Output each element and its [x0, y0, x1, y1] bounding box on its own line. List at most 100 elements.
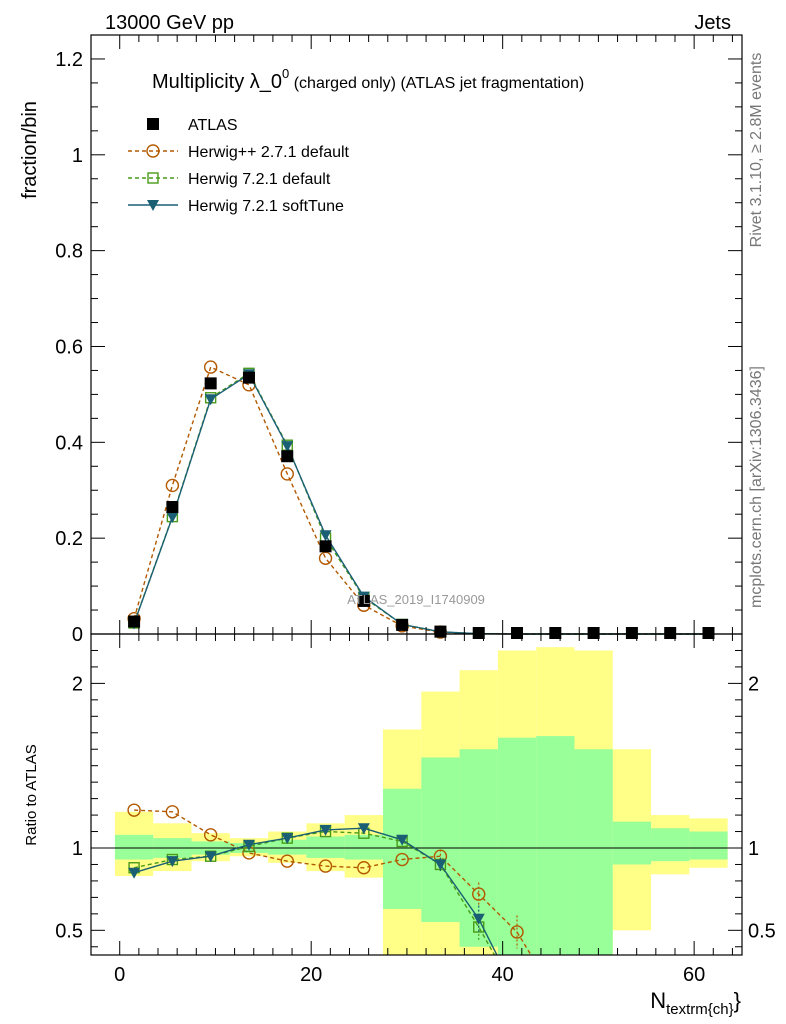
ratio-band-stat [536, 736, 575, 955]
ratio-y-tick-label: 1 [72, 838, 83, 860]
main-data-point [664, 627, 677, 639]
main-data-point [204, 377, 217, 390]
main-data-point [166, 512, 179, 524]
ratio-y-tick-label-right: 0.5 [748, 920, 776, 942]
main-y-tick-label: 1 [72, 145, 83, 167]
ratio-data-point [395, 852, 409, 867]
legend-marker [147, 172, 159, 184]
x-tick-label: 20 [300, 964, 322, 986]
ratio-y-tick-label: 2 [72, 673, 83, 695]
legend-item-herwig-7-2-1-default: Herwig 7.2.1 default [128, 171, 331, 188]
x-axis-title-sub: textrm{ch} [666, 1001, 734, 1018]
x-axis-title-main: N [650, 988, 666, 1013]
side-label-bottom: mcplots.cern.ch [arXiv:1306.3436] [748, 366, 765, 608]
x-axis-title-close: } [734, 988, 741, 1013]
ratio-panel-series [127, 803, 532, 955]
ratio-band-stat [344, 834, 383, 860]
legend-item-atlas: ATLAS [147, 117, 238, 134]
legend-item-herwig-7-2-1-softtune: Herwig 7.2.1 softTune [128, 198, 344, 215]
x-axis-title: Ntextrm{ch}} [650, 988, 741, 1018]
ratio-y-tick-label: 0.5 [55, 920, 83, 942]
ratio-data-point [396, 834, 409, 846]
ratio-data-point [434, 859, 447, 871]
main-y-tick-label: 0.4 [55, 432, 83, 454]
legend-item-herwig-2-7-1-default: Herwig++ 2.7.1 default [128, 144, 350, 161]
main-data-point [396, 618, 409, 631]
ratio-series-herwig-7-2-1-softtune [128, 823, 498, 955]
ratio-data-point [166, 856, 179, 868]
main-y-tick-label: 0.2 [55, 528, 83, 550]
main-data-point [587, 627, 600, 639]
main-data-point [165, 478, 180, 493]
ratio-data-point [242, 839, 255, 851]
ratio-ylabel: Ratio to ATLAS [23, 744, 40, 845]
main-data-point [203, 360, 218, 374]
ratio-data-point [510, 925, 524, 939]
ratio-data-point [472, 913, 485, 925]
legend-marker [146, 144, 160, 158]
ratio-band-stat [421, 757, 460, 923]
legend-marker [147, 200, 159, 211]
main-data-point [166, 501, 179, 514]
main-y-tick-label: 1.2 [55, 49, 83, 71]
main-data-point [319, 530, 332, 542]
ratio-panel-frame [90, 633, 743, 956]
main-data-point [511, 627, 524, 639]
legend-label: Herwig 7.2.1 softTune [188, 198, 344, 215]
ratio-y-tick-label-right: 2 [748, 673, 759, 695]
ratio-band-stat [268, 839, 307, 855]
main-data-point [281, 450, 294, 463]
main-data-point [281, 441, 294, 453]
main-series-atlas [128, 371, 715, 639]
main-data-point [549, 627, 562, 639]
ratio-panel-bands [114, 647, 728, 955]
x-tick-label: 40 [492, 964, 514, 986]
main-ylabel: fraction/bin [19, 101, 41, 199]
legend-label: ATLAS [188, 117, 238, 134]
main-data-point [242, 371, 255, 384]
ratio-data-point [127, 803, 141, 817]
ratio-band-stat [612, 821, 652, 865]
ratio-data-point [204, 851, 217, 863]
main-data-point [434, 625, 447, 638]
ratio-panel-axes: 0.5 0.51 12 20 20 40 60 [55, 634, 776, 986]
ratio-band-stat [306, 836, 345, 858]
main-data-point [318, 551, 333, 565]
main-title-text: Multiplicity λ_0 [152, 71, 282, 93]
main-panel-axes: 0 0.2 0.4 0.6 0.8 1 1.2 [55, 34, 742, 646]
main-title: Multiplicity λ_00 (charged only) (ATLAS … [152, 66, 584, 93]
ratio-band-stat [574, 749, 613, 955]
ratio-data-point [128, 867, 141, 879]
ratio-band-stat [497, 737, 537, 955]
main-data-point [702, 627, 715, 639]
main-data-point [128, 615, 141, 628]
ratio-data-point [165, 805, 180, 819]
ratio-data-point [203, 828, 218, 842]
ratio-data-point [280, 854, 294, 868]
side-label-top: Rivet 3.1.10, ≥ 2.8M events [748, 53, 765, 248]
main-title-rest: (charged only) (ATLAS jet fragmentation) [289, 75, 584, 92]
main-data-point [280, 467, 294, 481]
ratio-data-point [472, 887, 486, 901]
ratio-y-tick-label-right: 1 [748, 838, 759, 860]
ratio-data-point [318, 859, 333, 873]
legend-label: Herwig++ 2.7.1 default [188, 144, 350, 161]
legend-marker [147, 118, 159, 130]
watermark: ATLAS_2019_I1740909 [347, 592, 485, 607]
ratio-data-point [357, 861, 371, 875]
main-title-superscript: 0 [282, 66, 289, 81]
main-y-tick-label: 0 [72, 624, 83, 646]
x-tick-label: 0 [114, 964, 125, 986]
ratio-band-stat [689, 831, 728, 860]
ratio-band-stat [651, 828, 690, 862]
main-data-point [319, 540, 332, 553]
legend: ATLAS Herwig++ 2.7.1 default Herwig 7.2.1 … [128, 117, 350, 215]
x-tick-label: 60 [683, 964, 705, 986]
main-data-point [204, 394, 217, 406]
main-data-point [625, 627, 638, 639]
ratio-data-point [357, 823, 370, 835]
ratio-series-line [134, 809, 532, 955]
legend-label: Herwig 7.2.1 default [188, 171, 331, 188]
main-series-line [133, 366, 709, 635]
header-right: Jets [694, 12, 731, 34]
